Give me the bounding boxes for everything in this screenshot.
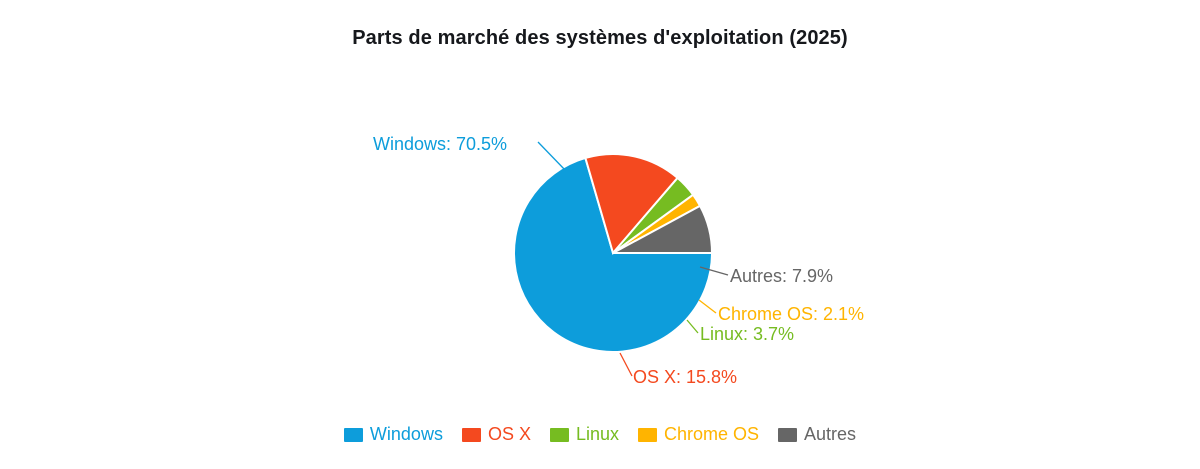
slice-label-autres: Autres: 7.9% (730, 266, 833, 286)
legend-item-autres[interactable]: Autres (778, 424, 856, 445)
chart-legend: Windows OS X Linux Chrome OS Autres (0, 424, 1200, 445)
pie-slice-autres[interactable] (612, 204, 714, 254)
legend-item-linux[interactable]: Linux (549, 424, 619, 445)
slice-label-chrome-os: Chrome OS: 2.1% (718, 304, 864, 324)
slice-label-windows: Windows: 70.5% (373, 134, 507, 154)
legend-item-chrome-os[interactable]: Chrome OS (638, 424, 759, 445)
slice-label-os-x: OS X: 15.8% (633, 367, 737, 387)
legend-swatch-icon (343, 427, 363, 442)
leader-line-linux (686, 319, 699, 334)
legend-swatch-icon (461, 427, 481, 442)
legend-item-os-x[interactable]: OS X (461, 424, 531, 445)
pie-slice-os-x[interactable] (584, 153, 679, 256)
legend-label: Linux (575, 424, 619, 444)
legend-item-windows[interactable]: Windows (343, 424, 443, 445)
legend-label: OS X (487, 424, 531, 444)
leader-line-chrome-os (698, 299, 717, 314)
leader-line-windows (537, 141, 567, 172)
slice-label-linux: Linux: 3.7% (700, 324, 794, 344)
legend-label: Windows (369, 424, 443, 444)
legend-label: Autres (804, 424, 857, 444)
legend-swatch-icon (778, 427, 798, 442)
leader-line-os-x (619, 352, 633, 377)
pie-leader-lines (537, 141, 729, 377)
legend-swatch-icon (549, 427, 569, 442)
pie-slice-group (513, 153, 714, 353)
pie-slice-labels: Windows: 70.5% OS X: 15.8% Linux: 3.7%Chro… (373, 134, 864, 387)
legend-label: Chrome OS (664, 424, 760, 444)
pie-slice-windows[interactable] (513, 156, 714, 353)
chart-title: Parts de marché des systèmes d'exploitat… (352, 27, 848, 49)
leader-line-autres (699, 266, 729, 276)
legend-swatch-icon (638, 427, 657, 442)
